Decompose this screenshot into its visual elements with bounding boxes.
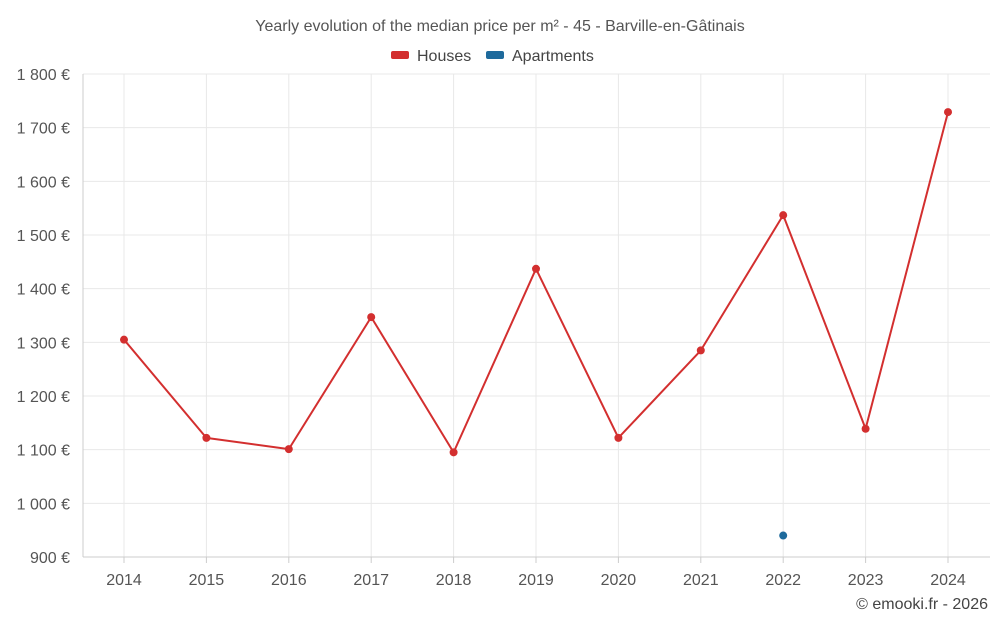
credit-text: © emooki.fr - 2026 xyxy=(856,596,988,613)
x-tick-label: 2020 xyxy=(601,572,637,589)
legend-swatch-houses xyxy=(391,51,409,59)
x-tick-label: 2022 xyxy=(765,572,801,589)
axes: 900 € 1 000 € 1 100 € 1 200 € 1 300 € 1 400 €… xyxy=(17,67,990,589)
y-tick-label: 1 700 € xyxy=(17,121,70,138)
y-tick-label: 900 € xyxy=(30,550,70,567)
y-tick-label: 1 200 € xyxy=(17,389,70,406)
grid xyxy=(83,73,990,558)
y-tick-label: 1 800 € xyxy=(17,67,70,84)
x-tick-label: 2023 xyxy=(848,572,884,589)
x-tick-label: 2015 xyxy=(189,572,225,589)
legend: Houses Apartments xyxy=(391,48,594,65)
data-point-houses-2015[interactable] xyxy=(202,433,211,442)
data-point-houses-2018[interactable] xyxy=(449,448,458,457)
y-tick-label: 1 100 € xyxy=(17,443,70,460)
y-tick-label: 1 300 € xyxy=(17,335,70,352)
data-point-houses-2017[interactable] xyxy=(367,313,376,322)
y-tick-label: 1 500 € xyxy=(17,228,70,245)
y-tick-label: 1 000 € xyxy=(17,496,70,513)
data-point-houses-2021[interactable] xyxy=(696,346,705,355)
x-tick-label: 2019 xyxy=(518,572,554,589)
data-point-houses-2023[interactable] xyxy=(861,424,870,433)
series xyxy=(120,108,952,540)
data-point-houses-2014[interactable] xyxy=(120,335,128,344)
chart-title: Yearly evolution of the median price per… xyxy=(255,18,744,35)
data-point-houses-2020[interactable] xyxy=(614,433,623,442)
y-tick-label: 1 600 € xyxy=(17,174,70,191)
legend-item-apartments[interactable]: Apartments xyxy=(486,48,594,65)
legend-swatch-apartments xyxy=(486,51,504,59)
x-tick-label: 2021 xyxy=(683,572,719,589)
x-tick-label: 2016 xyxy=(271,572,307,589)
legend-label-apartments: Apartments xyxy=(512,48,594,65)
x-tick-label: 2018 xyxy=(436,572,472,589)
x-tick-label: 2014 xyxy=(106,572,142,589)
legend-label-houses: Houses xyxy=(417,48,471,65)
data-point-apartments-2022[interactable] xyxy=(779,531,788,540)
y-tick-label: 1 400 € xyxy=(17,282,70,299)
data-point-houses-2019[interactable] xyxy=(532,264,540,273)
data-point-houses-2022[interactable] xyxy=(779,211,788,220)
x-tick-label: 2017 xyxy=(353,572,389,589)
data-point-houses-2024[interactable] xyxy=(944,108,952,117)
data-point-houses-2016[interactable] xyxy=(284,445,293,454)
x-tick-label: 2024 xyxy=(930,572,966,589)
legend-item-houses[interactable]: Houses xyxy=(391,48,471,65)
